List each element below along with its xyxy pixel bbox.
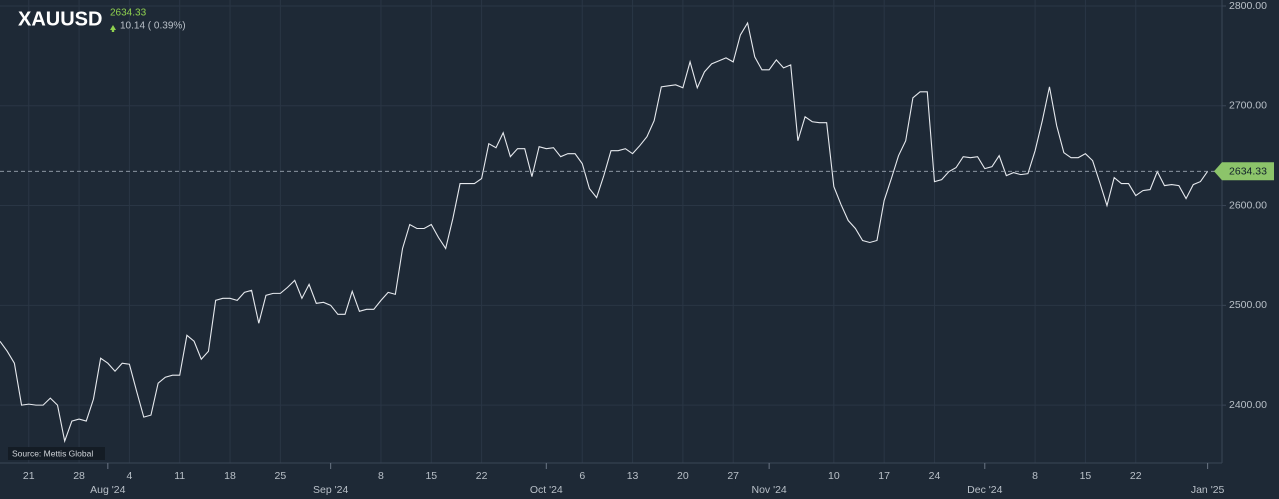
price-line bbox=[0, 21, 1209, 444]
month-label: Jan '25 bbox=[1191, 484, 1225, 496]
x-tick-label: 8 bbox=[378, 470, 384, 482]
x-tick-label: 15 bbox=[1080, 470, 1092, 482]
source-box bbox=[8, 447, 105, 460]
symbol: XAUUSD bbox=[18, 8, 102, 30]
x-tick-label: 17 bbox=[878, 470, 890, 482]
last-price-label: 2634.33 bbox=[1229, 166, 1267, 178]
y-tick-label: 2800.00 bbox=[1229, 0, 1267, 12]
x-tick-label: 4 bbox=[126, 470, 132, 482]
x-tick-label: 24 bbox=[929, 470, 941, 482]
x-tick-label: 25 bbox=[274, 470, 286, 482]
y-tick-label: 2600.00 bbox=[1229, 199, 1267, 211]
y-tick-label: 2400.00 bbox=[1229, 399, 1267, 411]
x-tick-label: 11 bbox=[174, 470, 185, 482]
x-tick-label: 22 bbox=[1130, 470, 1142, 482]
x-tick-label: 8 bbox=[1032, 470, 1038, 482]
month-label: Nov '24 bbox=[752, 484, 787, 496]
y-tick-label: 2700.00 bbox=[1229, 100, 1267, 112]
x-tick-label: 6 bbox=[579, 470, 585, 482]
x-tick-label: 27 bbox=[727, 470, 739, 482]
up-arrow bbox=[110, 25, 116, 30]
x-tick-label: 28 bbox=[73, 470, 85, 482]
month-label: Aug '24 bbox=[90, 484, 125, 496]
x-tick-label: 10 bbox=[828, 470, 840, 482]
x-tick-label: 21 bbox=[23, 470, 35, 482]
x-tick-label: 22 bbox=[476, 470, 488, 482]
source: Source: Mettis Global bbox=[12, 448, 93, 458]
x-tick-label: 15 bbox=[425, 470, 437, 482]
last-price-badge bbox=[1214, 162, 1274, 181]
y-tick-label: 2500.00 bbox=[1229, 299, 1267, 311]
x-tick-label: 18 bbox=[224, 470, 236, 482]
change: 10.14 ( 0.39%) bbox=[120, 21, 186, 32]
x-tick-label: 13 bbox=[627, 470, 639, 482]
last-price: 2634.33 bbox=[110, 8, 147, 19]
month-label: Sep '24 bbox=[313, 484, 348, 496]
month-label: Oct '24 bbox=[530, 484, 563, 496]
up-arrow-stem bbox=[111, 29, 115, 32]
x-tick-label: 20 bbox=[677, 470, 689, 482]
grid bbox=[0, 0, 1222, 463]
month-label: Dec '24 bbox=[967, 484, 1002, 496]
